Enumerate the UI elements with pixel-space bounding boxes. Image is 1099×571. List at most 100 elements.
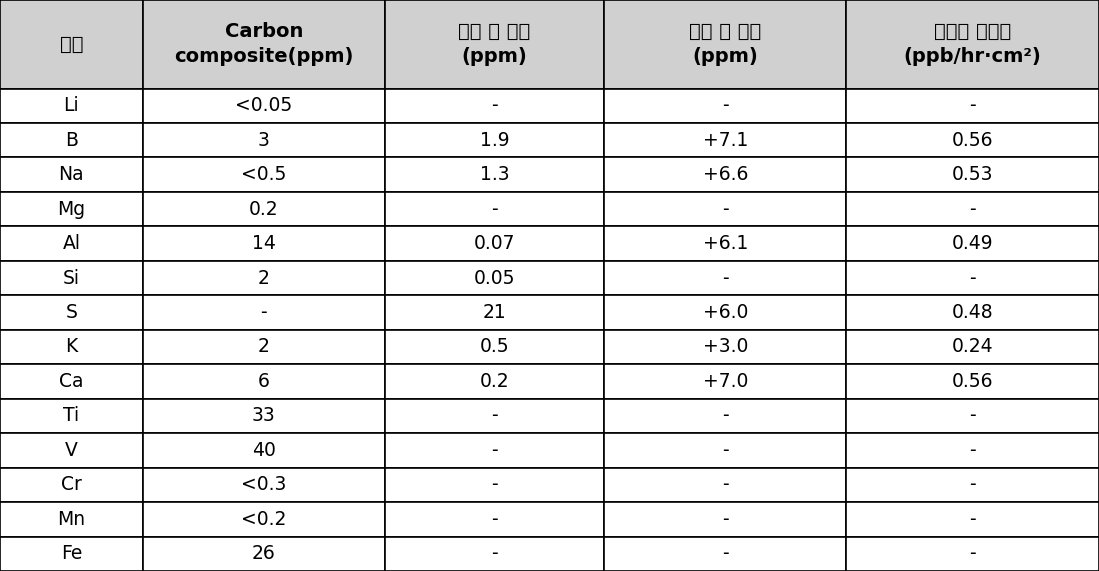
Text: Mg: Mg: [57, 200, 86, 219]
Bar: [385, 226, 604, 261]
Bar: [604, 89, 846, 123]
Text: S: S: [66, 303, 77, 322]
Bar: [385, 399, 604, 433]
Text: 3: 3: [258, 131, 269, 150]
Bar: [385, 158, 604, 192]
Text: -: -: [722, 200, 729, 219]
Text: +7.1: +7.1: [702, 131, 748, 150]
Text: <0.05: <0.05: [235, 96, 292, 115]
Bar: [846, 158, 1099, 192]
Text: 0.53: 0.53: [952, 165, 993, 184]
Text: Carbon
composite(ppm): Carbon composite(ppm): [174, 22, 354, 66]
Bar: [143, 537, 385, 571]
Text: 0.05: 0.05: [474, 268, 515, 288]
Bar: [143, 502, 385, 537]
Text: -: -: [260, 303, 267, 322]
Text: 0.24: 0.24: [952, 337, 993, 356]
Text: Fe: Fe: [60, 544, 82, 563]
Text: -: -: [969, 407, 976, 425]
Bar: [385, 192, 604, 226]
Text: -: -: [722, 268, 729, 288]
Text: 시간당 용출량
(ppb/hr·cm²): 시간당 용출량 (ppb/hr·cm²): [903, 22, 1042, 66]
Bar: [143, 468, 385, 502]
Bar: [604, 123, 846, 158]
Text: -: -: [969, 441, 976, 460]
Bar: [846, 123, 1099, 158]
Bar: [846, 226, 1099, 261]
Bar: [604, 0, 846, 89]
Text: 0.5: 0.5: [480, 337, 509, 356]
Bar: [0, 158, 143, 192]
Bar: [385, 89, 604, 123]
Text: -: -: [491, 510, 498, 529]
Bar: [846, 468, 1099, 502]
Text: 6: 6: [258, 372, 269, 391]
Text: Li: Li: [64, 96, 79, 115]
Bar: [604, 468, 846, 502]
Bar: [604, 433, 846, 468]
Bar: [143, 192, 385, 226]
Text: +6.0: +6.0: [702, 303, 748, 322]
Bar: [143, 330, 385, 364]
Text: V: V: [65, 441, 78, 460]
Bar: [846, 192, 1099, 226]
Bar: [143, 399, 385, 433]
Text: 시험 전 용액
(ppm): 시험 전 용액 (ppm): [458, 22, 531, 66]
Text: Ca: Ca: [59, 372, 84, 391]
Text: -: -: [969, 475, 976, 494]
Text: 33: 33: [252, 407, 276, 425]
Text: +3.0: +3.0: [702, 337, 748, 356]
Bar: [0, 468, 143, 502]
Text: -: -: [722, 475, 729, 494]
Text: +7.0: +7.0: [702, 372, 748, 391]
Bar: [385, 123, 604, 158]
Bar: [143, 295, 385, 330]
Text: K: K: [65, 337, 78, 356]
Bar: [143, 158, 385, 192]
Bar: [385, 330, 604, 364]
Bar: [143, 226, 385, 261]
Bar: [143, 0, 385, 89]
Text: -: -: [722, 510, 729, 529]
Text: +6.6: +6.6: [702, 165, 748, 184]
Text: -: -: [722, 407, 729, 425]
Bar: [385, 0, 604, 89]
Text: -: -: [969, 96, 976, 115]
Text: -: -: [969, 510, 976, 529]
Bar: [846, 399, 1099, 433]
Bar: [604, 399, 846, 433]
Bar: [0, 399, 143, 433]
Bar: [604, 261, 846, 295]
Text: -: -: [969, 268, 976, 288]
Text: Al: Al: [63, 234, 80, 253]
Bar: [0, 433, 143, 468]
Bar: [0, 0, 143, 89]
Text: Na: Na: [58, 165, 85, 184]
Text: <0.5: <0.5: [241, 165, 287, 184]
Text: 14: 14: [252, 234, 276, 253]
Bar: [0, 295, 143, 330]
Text: Mn: Mn: [57, 510, 86, 529]
Bar: [604, 158, 846, 192]
Text: -: -: [491, 407, 498, 425]
Text: 0.2: 0.2: [480, 372, 509, 391]
Bar: [0, 537, 143, 571]
Text: 1.9: 1.9: [480, 131, 509, 150]
Text: -: -: [491, 544, 498, 563]
Bar: [604, 364, 846, 399]
Text: 2: 2: [258, 268, 269, 288]
Text: -: -: [722, 544, 729, 563]
Text: 1.3: 1.3: [480, 165, 509, 184]
Bar: [0, 192, 143, 226]
Bar: [846, 261, 1099, 295]
Text: 40: 40: [252, 441, 276, 460]
Bar: [604, 330, 846, 364]
Text: -: -: [491, 96, 498, 115]
Text: 0.56: 0.56: [952, 131, 993, 150]
Bar: [143, 433, 385, 468]
Bar: [143, 89, 385, 123]
Bar: [846, 537, 1099, 571]
Bar: [0, 364, 143, 399]
Bar: [143, 261, 385, 295]
Bar: [846, 364, 1099, 399]
